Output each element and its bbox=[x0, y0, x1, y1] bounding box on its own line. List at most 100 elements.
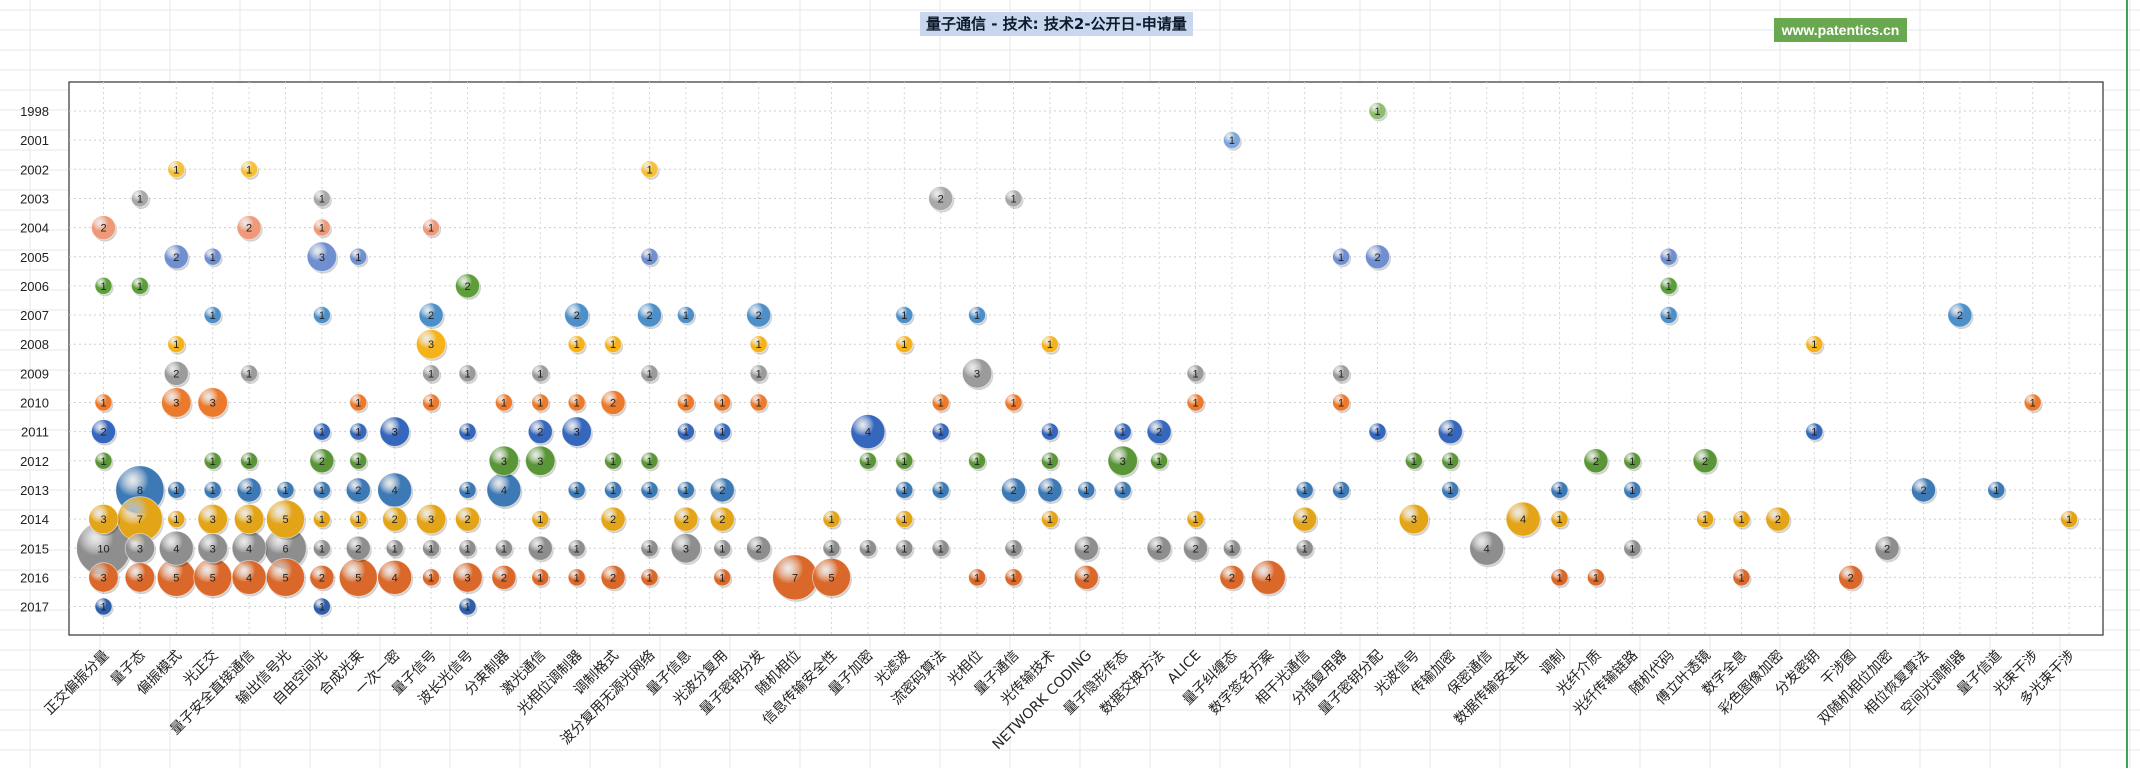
bubble-value-label: 3 bbox=[210, 543, 216, 555]
bubble-value-label: 1 bbox=[1120, 427, 1126, 439]
bubble-value-label: 1 bbox=[610, 456, 616, 468]
bubble-value-label: 1 bbox=[974, 572, 980, 584]
bubble-value-label: 1 bbox=[1083, 485, 1089, 497]
bubble-value-label: 1 bbox=[1666, 310, 1672, 322]
bubble-value-label: 2 bbox=[719, 514, 725, 526]
x-axis-ticks: 正交偏振分量量子态偏振模式光正交量子安全直接通信输出信号光自由空间光合成光束一次… bbox=[41, 647, 2078, 753]
bubble-value-label: 1 bbox=[1556, 572, 1562, 584]
bubble-value-label: 1 bbox=[1447, 485, 1453, 497]
bubble-value-label: 1 bbox=[428, 398, 434, 410]
bubble-value-label: 1 bbox=[1556, 485, 1562, 497]
chart-title: 量子通信 - 技术: 技术2-公开日-申请量 bbox=[920, 12, 1193, 36]
bubble-chart[interactable]: 1998200120022003200420052006200720082009… bbox=[0, 0, 2140, 768]
bubble-value-label: 2 bbox=[1702, 456, 1708, 468]
bubble-value-label: 1 bbox=[646, 368, 652, 380]
bubble-value-label: 5 bbox=[282, 572, 288, 584]
bubble-value-label: 1 bbox=[428, 223, 434, 235]
bubble-value-label: 1 bbox=[1738, 572, 1744, 584]
bubble-value-label: 1 bbox=[100, 456, 106, 468]
bubble-value-label: 1 bbox=[1229, 135, 1235, 147]
y-tick-label: 2007 bbox=[20, 308, 49, 323]
bubble-value-label: 1 bbox=[173, 164, 179, 176]
bubble-value-label: 4 bbox=[1520, 514, 1526, 526]
bubble-value-label: 2 bbox=[246, 223, 252, 235]
bubble-value-label: 2 bbox=[574, 310, 580, 322]
bubble-value-label: 5 bbox=[282, 514, 288, 526]
bubble-value-label: 1 bbox=[537, 368, 543, 380]
x-tick-label: 调制 bbox=[1537, 648, 1568, 679]
bubble-value-label: 1 bbox=[464, 427, 470, 439]
bubble-value-label: 1 bbox=[319, 223, 325, 235]
bubble-value-label: 1 bbox=[938, 543, 944, 555]
bubble-value-label: 1 bbox=[173, 339, 179, 351]
bubble-value-label: 1 bbox=[828, 514, 834, 526]
bubble-value-label: 1 bbox=[646, 164, 652, 176]
bubble-value-label: 1 bbox=[1811, 339, 1817, 351]
bubble-value-label: 1 bbox=[828, 543, 834, 555]
bubble-value-label: 1 bbox=[1629, 485, 1635, 497]
bubble-value-label: 1 bbox=[901, 543, 907, 555]
bubble-value-label: 3 bbox=[319, 252, 325, 264]
bubble-value-label: 1 bbox=[173, 485, 179, 497]
bubble-value-label: 2 bbox=[610, 572, 616, 584]
bubble-value-label: 2 bbox=[756, 310, 762, 322]
bubble-value-label: 1 bbox=[246, 368, 252, 380]
bubble-value-label: 4 bbox=[1484, 543, 1490, 555]
bubble-value-label: 2 bbox=[537, 427, 543, 439]
bubble-value-label: 1 bbox=[719, 543, 725, 555]
bubble-value-label: 1 bbox=[683, 398, 689, 410]
bubble-value-label: 2 bbox=[1447, 427, 1453, 439]
bubble-value-label: 2 bbox=[319, 456, 325, 468]
bubble-value-label: 1 bbox=[719, 427, 725, 439]
bubble-value-label: 3 bbox=[501, 456, 507, 468]
bubble-value-label: 1 bbox=[610, 339, 616, 351]
y-tick-label: 2013 bbox=[20, 483, 49, 498]
bubble-value-label: 1 bbox=[1047, 514, 1053, 526]
bubble-value-label: 1 bbox=[210, 252, 216, 264]
y-tick-label: 2004 bbox=[20, 221, 49, 236]
bubble-value-label: 1 bbox=[1010, 398, 1016, 410]
bubble-value-label: 1 bbox=[756, 339, 762, 351]
bubble-value-label: 1 bbox=[501, 543, 507, 555]
bubble-value-label: 1 bbox=[683, 485, 689, 497]
bubble-value-label: 1 bbox=[2066, 514, 2072, 526]
bubble-value-label: 1 bbox=[537, 398, 543, 410]
brand-link[interactable]: www.patentics.cn bbox=[1774, 18, 1907, 42]
bubble-value-label: 2 bbox=[464, 281, 470, 293]
bubble-value-label: 3 bbox=[100, 572, 106, 584]
bubble-value-label: 3 bbox=[1411, 514, 1417, 526]
bubble-value-label: 1 bbox=[1192, 398, 1198, 410]
bubble-value-label: 1 bbox=[1702, 514, 1708, 526]
bubble-value-label: 1 bbox=[246, 164, 252, 176]
bubble-value-label: 2 bbox=[1047, 485, 1053, 497]
y-tick-label: 2016 bbox=[20, 570, 49, 585]
y-tick-label: 2015 bbox=[20, 541, 49, 556]
bubble-value-label: 1 bbox=[1738, 514, 1744, 526]
bubble-value-label: 1 bbox=[210, 456, 216, 468]
bubble-value-label: 2 bbox=[464, 514, 470, 526]
bubble-value-label: 2 bbox=[1374, 252, 1380, 264]
bubble-value-label: 2 bbox=[392, 514, 398, 526]
bubble-value-label: 1 bbox=[392, 543, 398, 555]
bubble-value-label: 1 bbox=[355, 427, 361, 439]
bubble-value-label: 1 bbox=[319, 602, 325, 614]
y-tick-label: 2001 bbox=[20, 133, 49, 148]
bubble-value-label: 1 bbox=[2030, 398, 2036, 410]
x-tick-label: 正交偏振分量 bbox=[41, 647, 112, 718]
bubble-value-label: 2 bbox=[100, 427, 106, 439]
bubble-value-label: 1 bbox=[464, 368, 470, 380]
bubble-value-label: 4 bbox=[392, 485, 398, 497]
bubble-value-label: 1 bbox=[719, 572, 725, 584]
bubble-value-label: 1 bbox=[646, 543, 652, 555]
bubble-value-label: 1 bbox=[901, 456, 907, 468]
bubble-value-label: 1 bbox=[100, 281, 106, 293]
bubble-value-label: 1 bbox=[756, 398, 762, 410]
bubble-value-label: 1 bbox=[1192, 368, 1198, 380]
bubble-value-label: 3 bbox=[100, 514, 106, 526]
bubble-value-label: 4 bbox=[392, 572, 398, 584]
bubble-value-label: 3 bbox=[428, 339, 434, 351]
bubble-value-label: 1 bbox=[646, 456, 652, 468]
bubble-value-label: 2 bbox=[610, 398, 616, 410]
bubble-value-label: 2 bbox=[1920, 485, 1926, 497]
bubble-value-label: 2 bbox=[1775, 514, 1781, 526]
